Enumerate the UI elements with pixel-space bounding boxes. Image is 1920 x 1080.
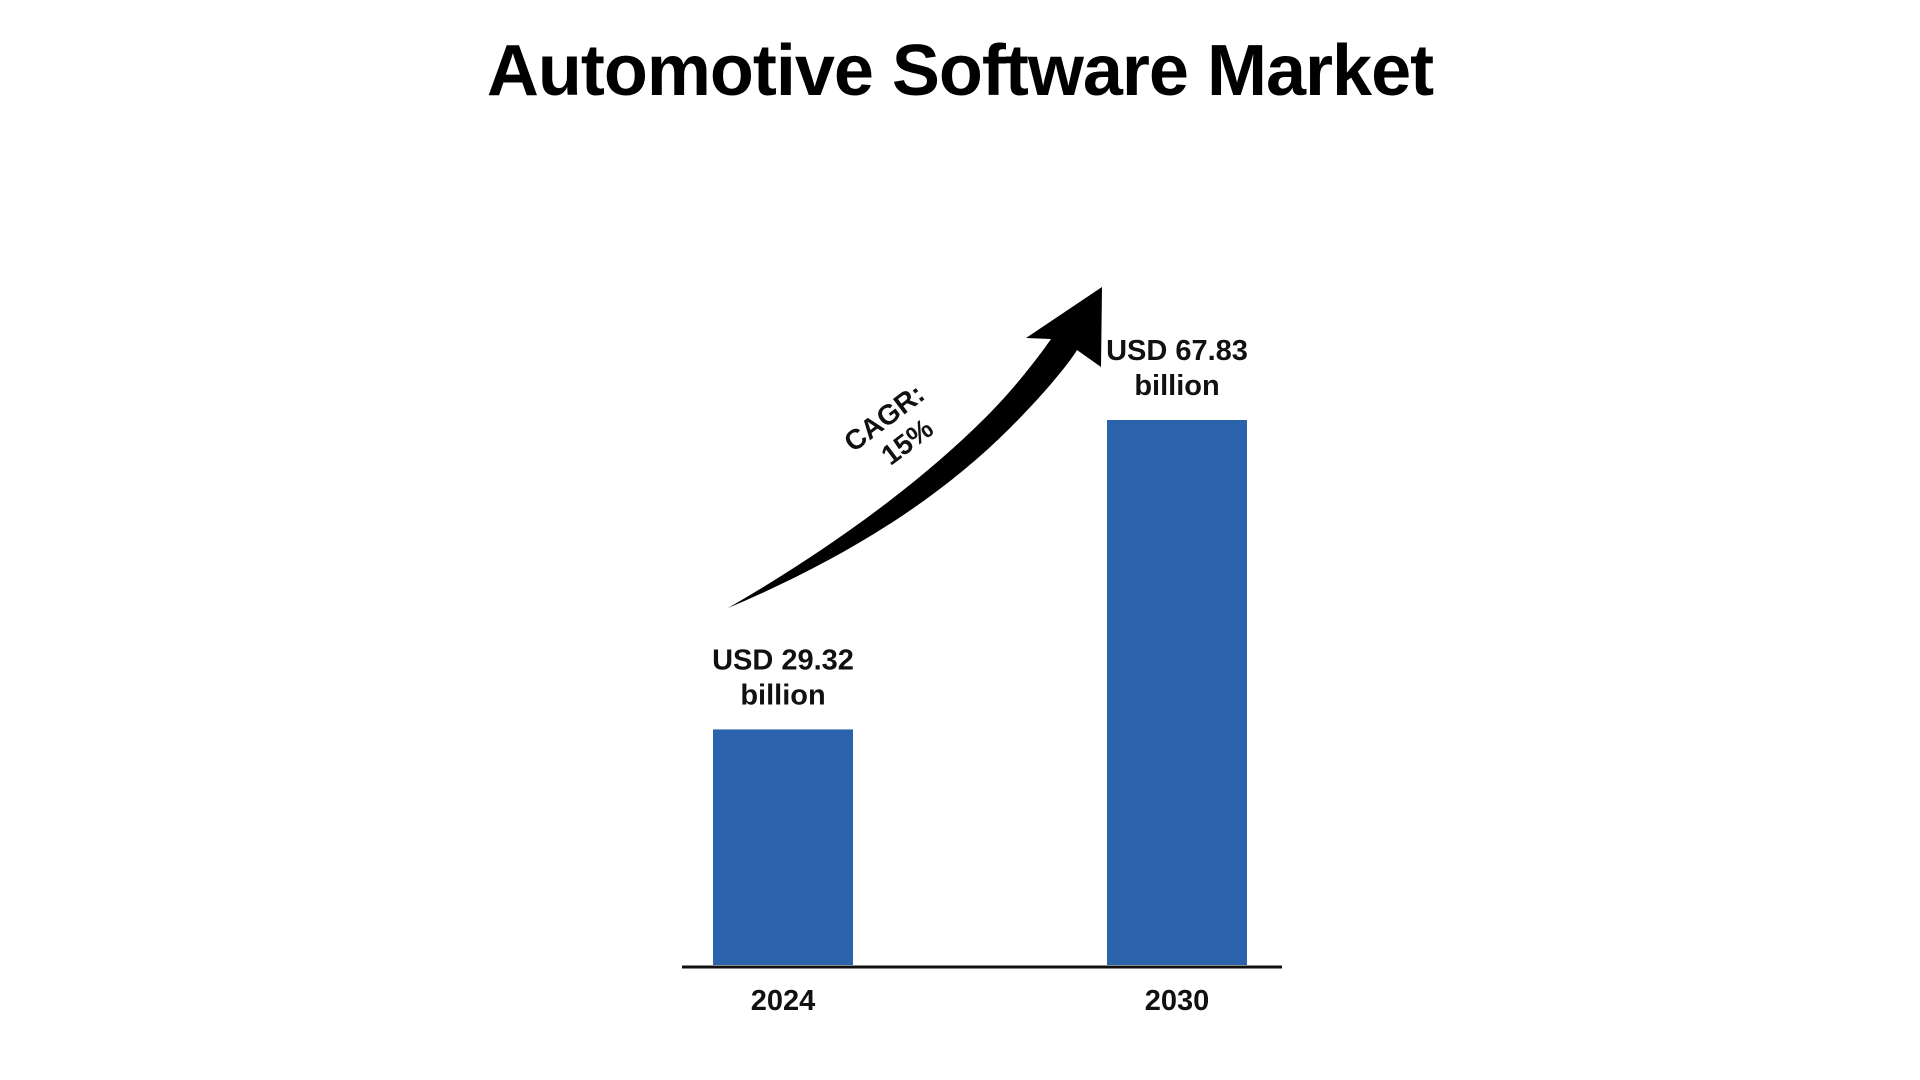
bars-layer [713,420,1247,965]
chart-title: Automotive Software Market [486,31,1434,111]
bar-2024 [713,729,853,965]
bar-2030 [1107,420,1247,965]
data-label-line: USD 29.32 [712,644,854,676]
data-label-line: billion [1134,370,1219,402]
data-label-line: USD 67.83 [1106,335,1248,367]
data-label-2024: USD 29.32 billion [712,644,854,711]
x-tick-label-2024: 2024 [751,985,816,1017]
data-label-line: billion [740,679,825,711]
cagr-arrow: CAGR: 15% [728,287,1102,608]
x-tick-label-2030: 2030 [1145,985,1210,1017]
growth-arrow-icon [728,287,1102,608]
data-label-2030: USD 67.83 billion [1106,335,1248,402]
